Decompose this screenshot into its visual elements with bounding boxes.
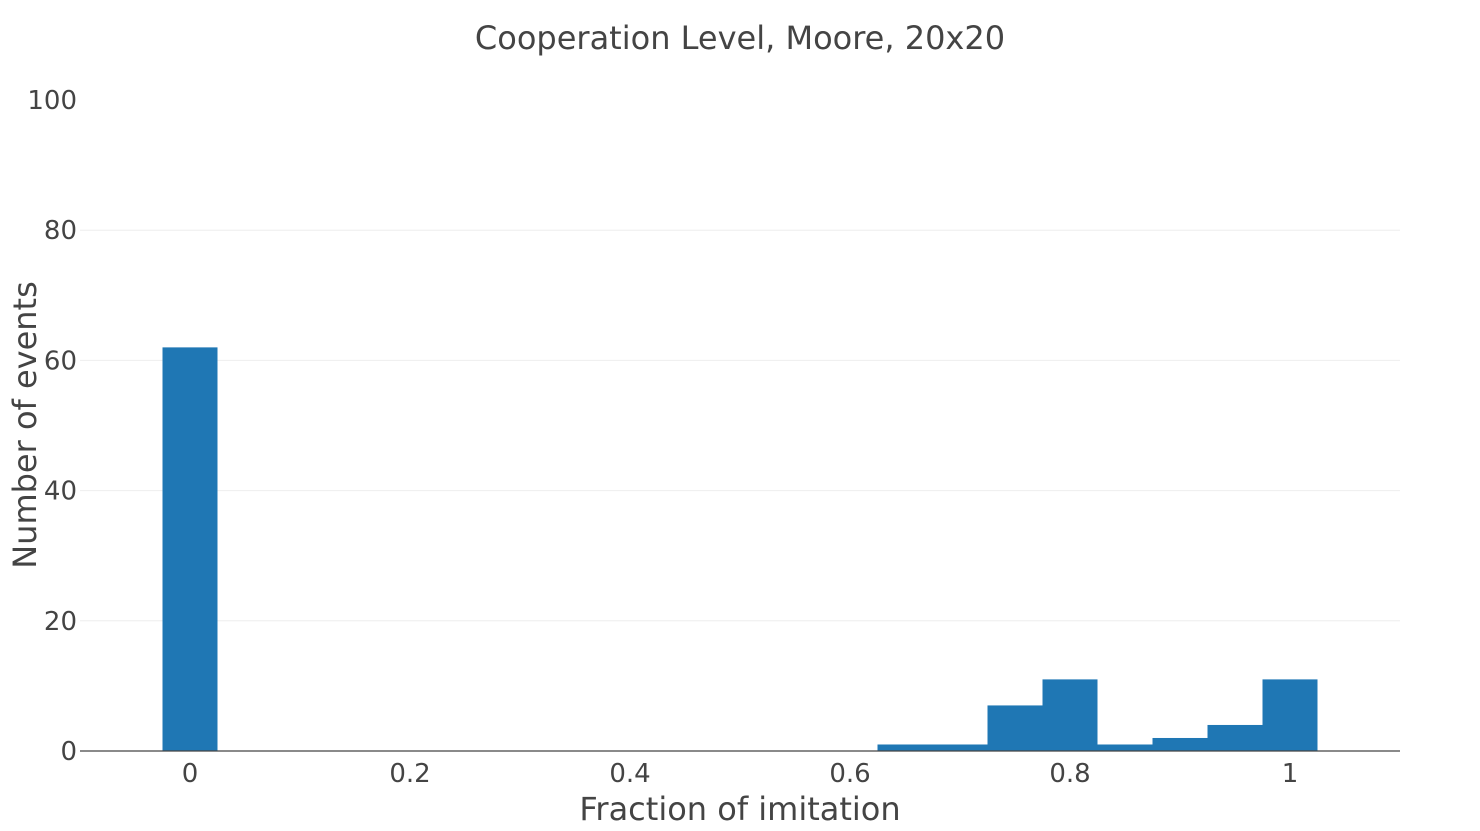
bars <box>162 347 1318 751</box>
x-tick-label: 0.4 <box>609 759 650 789</box>
histogram-bar <box>1262 679 1318 751</box>
histogram-bar <box>162 347 218 751</box>
histogram-bar <box>1207 724 1263 751</box>
y-tick-label: 20 <box>44 607 77 637</box>
y-tick-label: 80 <box>44 216 77 246</box>
x-tick-label: 0 <box>182 759 199 789</box>
x-tick-label: 1 <box>1282 759 1299 789</box>
axes: 0 20 40 60 80 100 0 0.2 0.4 0.6 0.8 1 <box>27 86 1400 789</box>
x-tick-label: 0.8 <box>1049 759 1090 789</box>
histogram-bar <box>987 705 1043 751</box>
y-tick-label: 40 <box>44 477 77 507</box>
chart-title: Cooperation Level, Moore, 20x20 <box>475 19 1005 57</box>
histogram-bar <box>1097 744 1153 751</box>
histogram-bar <box>1042 679 1098 751</box>
y-tick-label: 60 <box>44 346 77 376</box>
x-axis-title: Fraction of imitation <box>579 790 900 828</box>
y-axis-title: Number of events <box>6 281 44 569</box>
y-tick-label: 0 <box>60 737 77 767</box>
x-tick-label: 0.6 <box>829 759 870 789</box>
y-tick-label: 100 <box>27 86 77 116</box>
histogram-bar <box>1152 737 1208 751</box>
gridlines <box>80 229 1400 622</box>
x-tick-label: 0.2 <box>389 759 430 789</box>
histogram-bar <box>932 744 988 751</box>
histogram-bar <box>877 744 933 751</box>
